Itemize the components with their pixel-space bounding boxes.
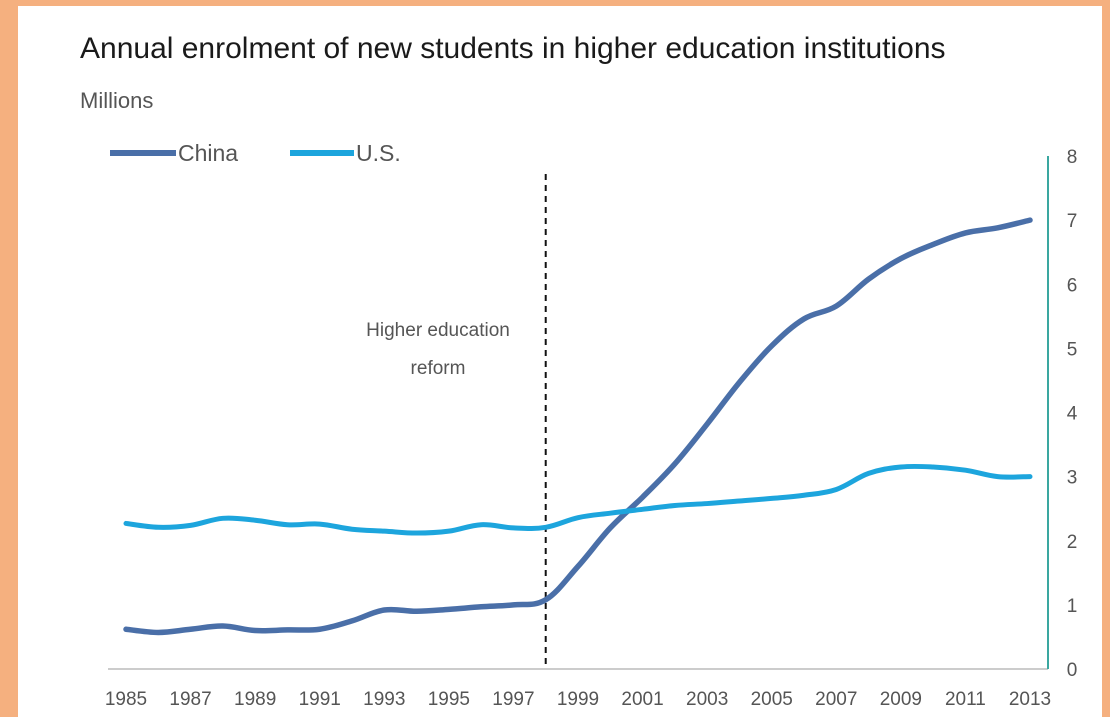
x-tick-label: 2009	[880, 689, 922, 710]
x-tick-label: 1987	[169, 689, 211, 710]
legend: China U.S.	[110, 140, 401, 166]
x-tick-label: 1985	[105, 689, 147, 710]
y-axis-ticks: 0 1 2 3 4 5 6 7 8	[1067, 147, 1078, 681]
series-line-us	[123, 463, 1033, 536]
x-tick-label: 1991	[299, 689, 341, 710]
reform-label-line-2: reform	[411, 358, 466, 379]
x-tick-label: 1989	[234, 689, 276, 710]
x-tick-label: 2001	[621, 689, 663, 710]
x-tick-label: 1993	[363, 689, 405, 710]
y-tick-label: 4	[1067, 404, 1078, 425]
series-layer	[123, 217, 1033, 636]
x-tick-label: 1997	[492, 689, 534, 710]
x-tick-label: 2007	[815, 689, 857, 710]
y-tick-label: 7	[1067, 211, 1078, 232]
line-chart: Annual enrolment of new students in high…	[80, 32, 1078, 710]
y-axis-unit-label: Millions	[80, 88, 153, 113]
legend-label-us: U.S.	[356, 140, 401, 166]
y-tick-label: 2	[1067, 532, 1078, 553]
reform-annotation: Higher education reform	[366, 174, 547, 669]
x-tick-label: 2013	[1009, 689, 1051, 710]
x-axis-ticks: 1985 1987 1989 1991 1993 1995 1997 1999 2001 2003…	[105, 689, 1051, 710]
legend-label-china: China	[178, 140, 238, 166]
reform-label-line-1: Higher education	[366, 320, 510, 341]
x-tick-label: 2003	[686, 689, 728, 710]
y-tick-label: 6	[1067, 275, 1078, 296]
x-tick-label: 2005	[751, 689, 793, 710]
y-tick-label: 0	[1067, 660, 1078, 681]
x-tick-label: 1995	[428, 689, 470, 710]
y-tick-label: 5	[1067, 339, 1078, 360]
series-line-china	[123, 217, 1033, 636]
chart-title: Annual enrolment of new students in high…	[80, 32, 946, 65]
y-tick-label: 8	[1067, 147, 1078, 168]
chart-card: Annual enrolment of new students in high…	[18, 6, 1102, 717]
x-tick-label: 2011	[945, 689, 986, 710]
x-tick-label: 1999	[557, 689, 599, 710]
y-tick-label: 3	[1067, 468, 1078, 489]
y-tick-label: 1	[1067, 596, 1078, 617]
